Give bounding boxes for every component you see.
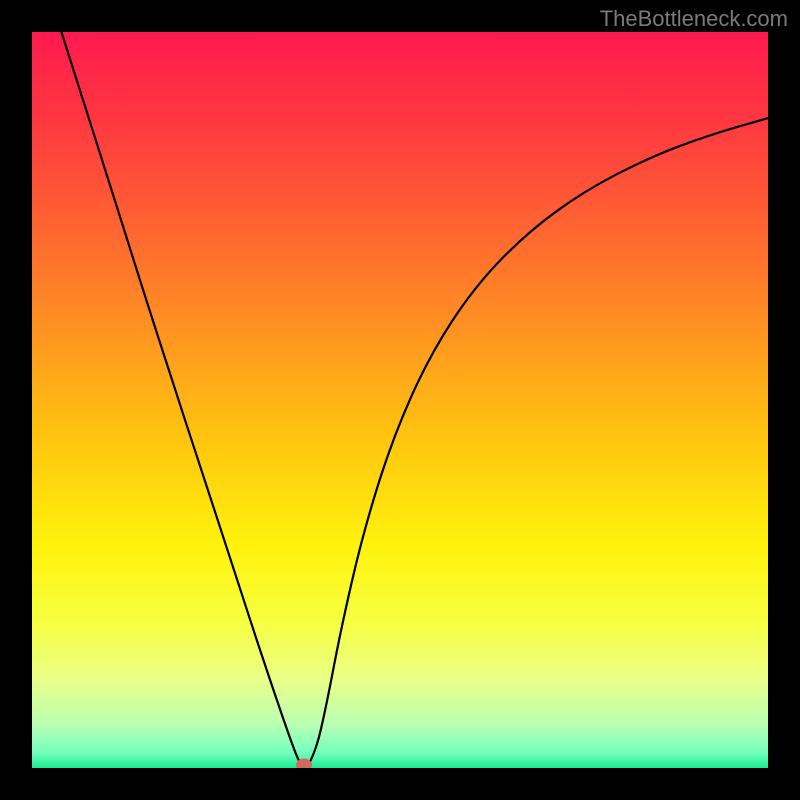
optimum-marker [296,759,312,768]
curve-layer [32,32,768,768]
plot-area [32,32,768,768]
watermark-text: TheBottleneck.com [600,6,788,32]
bottleneck-curve-left [61,32,302,767]
bottleneck-curve-right [307,118,768,766]
chart-container: { "watermark": { "text": "TheBottleneck.… [0,0,800,800]
